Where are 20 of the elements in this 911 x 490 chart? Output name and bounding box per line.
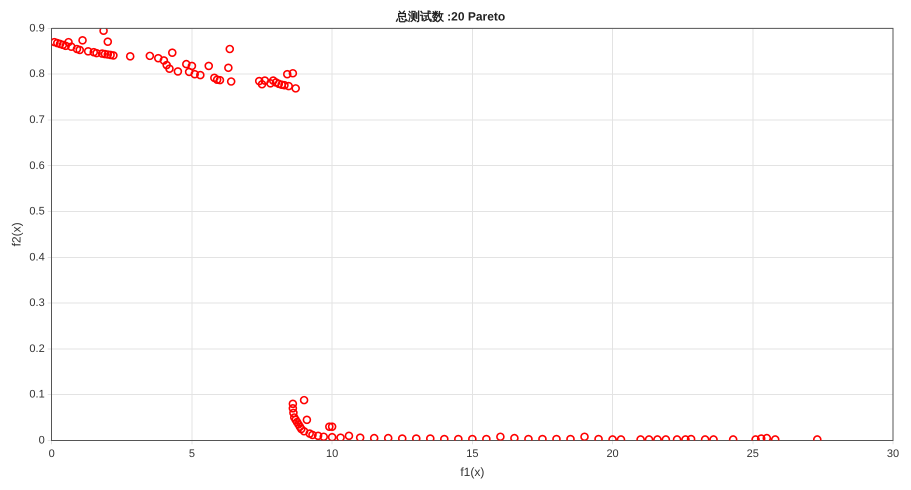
- y-tick-label: 0.1: [29, 388, 45, 401]
- y-tick-label: 0.5: [29, 206, 45, 218]
- x-axis-title: f1(x): [460, 465, 484, 480]
- x-tick-label: 0: [48, 448, 55, 460]
- x-tick-label: 30: [886, 448, 900, 460]
- x-tick-label: 5: [188, 448, 195, 460]
- y-axis-title: f2(x): [10, 222, 24, 246]
- x-tick-label: 15: [466, 448, 478, 460]
- y-tick-label: 0.6: [29, 160, 45, 172]
- y-tick-label: 0.8: [29, 68, 45, 80]
- x-tick-label: 10: [326, 448, 338, 460]
- y-tick-label: 0.7: [29, 114, 45, 126]
- x-tick-label: 20: [606, 448, 619, 460]
- chart-title: 总测试数 :20 Pareto: [394, 10, 506, 24]
- y-tick-label: 0.2: [29, 342, 45, 355]
- y-tick-label: 0.4: [29, 251, 45, 264]
- y-tick-label: 0: [38, 434, 45, 446]
- x-tick-label: 25: [746, 448, 759, 460]
- y-tick-label: 0.3: [29, 297, 45, 310]
- y-tick-label: 0.9: [29, 22, 45, 34]
